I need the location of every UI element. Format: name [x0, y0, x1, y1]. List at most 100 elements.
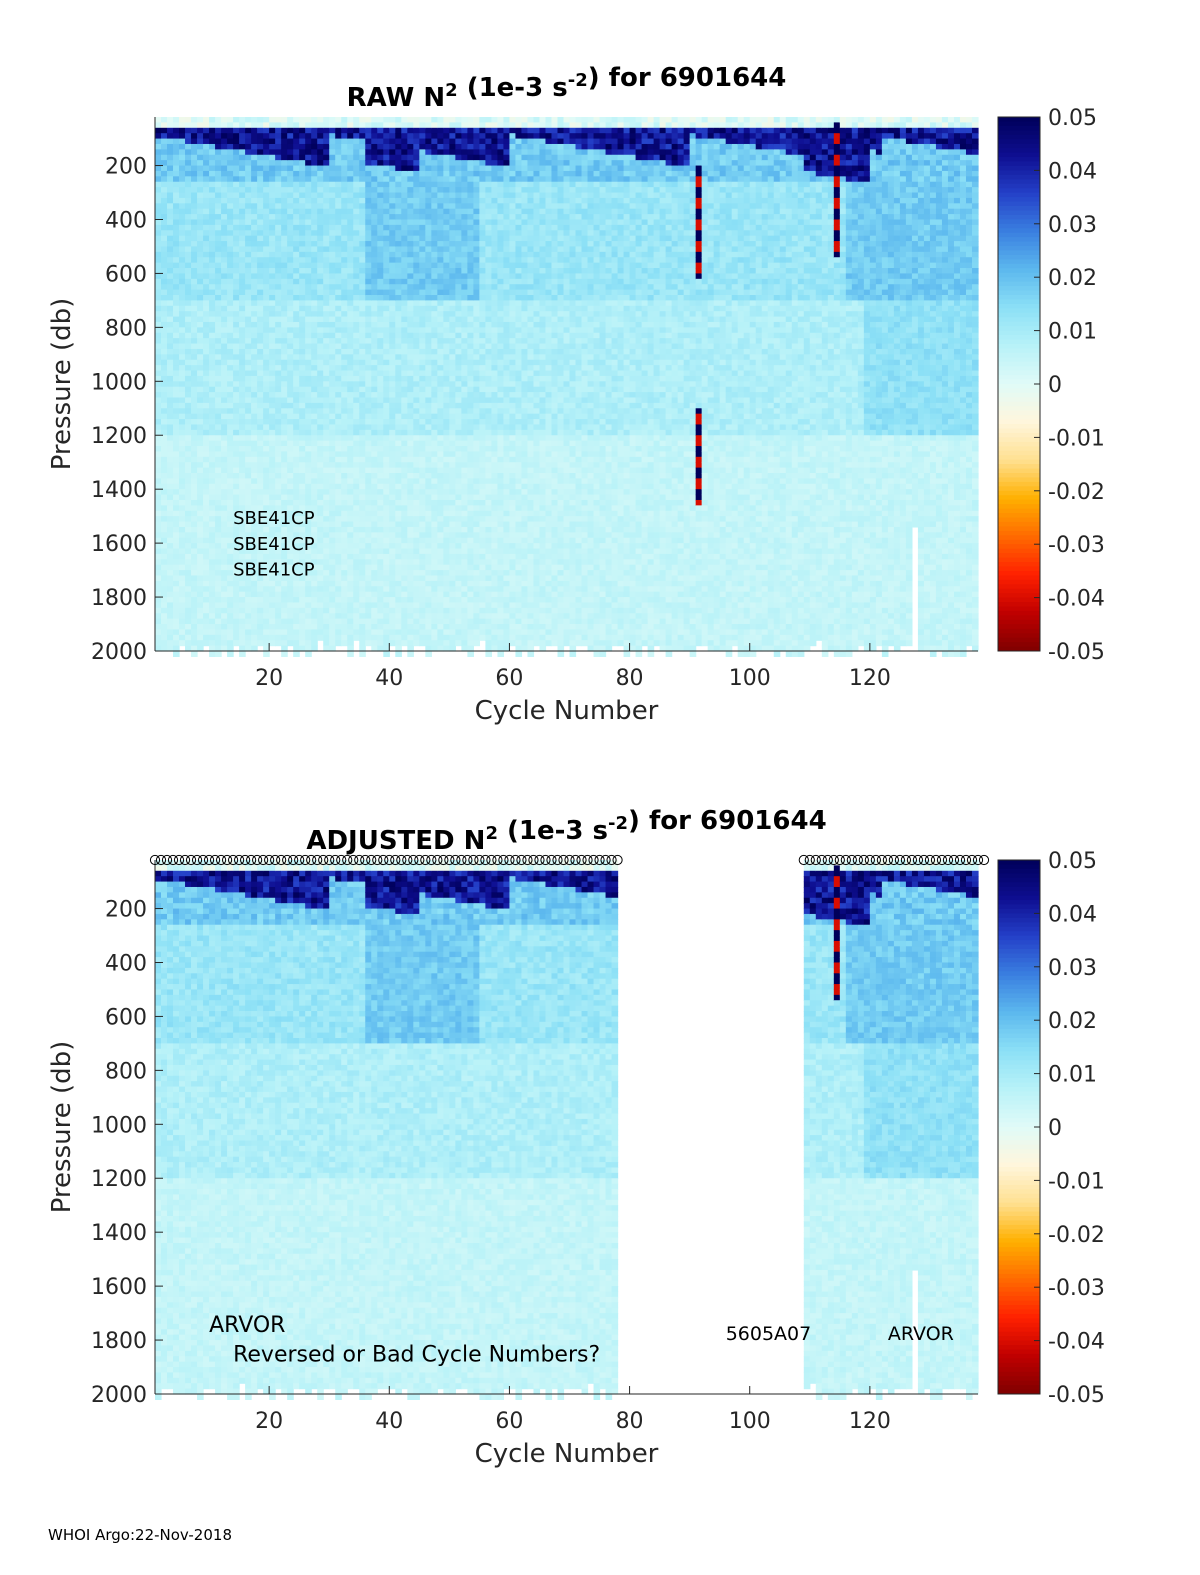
heatmap-cell	[389, 446, 396, 452]
heatmap-cell	[443, 392, 450, 398]
heatmap-cell	[257, 317, 264, 323]
heatmap-cell	[335, 597, 342, 603]
heatmap-cell	[161, 155, 168, 161]
heatmap-cell	[191, 338, 198, 344]
heatmap-cell	[155, 635, 162, 641]
heatmap-cell	[425, 149, 432, 155]
heatmap-cell	[323, 371, 330, 377]
heatmap-cell	[329, 354, 336, 360]
heatmap-cell	[257, 279, 264, 285]
heatmap-cell	[251, 376, 258, 382]
heatmap-cell	[335, 511, 342, 517]
heatmap-cell	[215, 619, 222, 625]
heatmap-cell	[335, 284, 342, 290]
heatmap-cell	[359, 214, 366, 220]
heatmap-cell	[335, 489, 342, 495]
heatmap-cell	[323, 468, 330, 474]
heatmap-cell	[389, 500, 396, 506]
heatmap-cell	[221, 139, 228, 145]
heatmap-cell	[413, 457, 420, 463]
heatmap-cell	[167, 149, 174, 155]
heatmap-cell	[365, 608, 372, 614]
heatmap-cell	[233, 182, 240, 188]
heatmap-cell	[425, 381, 432, 387]
heatmap-cell	[311, 462, 318, 468]
heatmap-cell	[167, 257, 174, 263]
heatmap-cell	[179, 516, 186, 522]
heatmap-cell	[317, 435, 324, 441]
heatmap-cell	[407, 371, 414, 377]
heatmap-cell	[173, 149, 180, 155]
heatmap-cell	[317, 144, 324, 150]
heatmap-cell	[311, 214, 318, 220]
heatmap-cell	[293, 500, 300, 506]
heatmap-cell	[227, 230, 234, 236]
heatmap-cell	[161, 619, 168, 625]
heatmap-cell	[335, 468, 342, 474]
heatmap-cell	[359, 376, 366, 382]
heatmap-cell	[365, 435, 372, 441]
heatmap-cell	[335, 408, 342, 414]
heatmap-cell	[155, 473, 162, 479]
heatmap-cell	[257, 300, 264, 306]
heatmap-cell	[269, 387, 276, 393]
heatmap-cell	[191, 435, 198, 441]
heatmap-cell	[209, 608, 216, 614]
heatmap-cell	[377, 435, 384, 441]
heatmap-cell	[389, 581, 396, 587]
heatmap-cell	[257, 446, 264, 452]
heatmap-cell	[401, 441, 408, 447]
heatmap-cell	[269, 117, 276, 123]
heatmap-cell	[395, 527, 402, 533]
heatmap-cell	[251, 592, 258, 598]
heatmap-cell	[191, 457, 198, 463]
heatmap-cell	[239, 193, 246, 199]
heatmap-cell	[431, 543, 438, 549]
heatmap-cell	[257, 387, 264, 393]
heatmap-cell	[335, 225, 342, 231]
heatmap-cell	[179, 586, 186, 592]
heatmap-cell	[233, 430, 240, 436]
heatmap-cell	[377, 613, 384, 619]
heatmap-cell	[161, 317, 168, 323]
heatmap-cell	[353, 403, 360, 409]
heatmap-cell	[323, 290, 330, 296]
heatmap-cell	[299, 230, 306, 236]
heatmap-cell	[173, 349, 180, 355]
heatmap-cell	[317, 613, 324, 619]
heatmap-cell	[245, 236, 252, 242]
heatmap-cell	[317, 182, 324, 188]
heatmap-cell	[431, 176, 438, 182]
heatmap-cell	[161, 414, 168, 420]
heatmap-cell	[173, 397, 180, 403]
heatmap-cell	[365, 489, 372, 495]
heatmap-cell	[455, 187, 462, 193]
heatmap-cell	[311, 333, 318, 339]
heatmap-cell	[437, 586, 444, 592]
heatmap-cell	[443, 549, 450, 555]
heatmap-cell	[191, 570, 198, 576]
heatmap-cell	[365, 176, 372, 182]
heatmap-cell	[263, 290, 270, 296]
heatmap-cell	[167, 414, 174, 420]
heatmap-cell	[419, 430, 426, 436]
heatmap-cell	[257, 295, 264, 301]
heatmap-cell	[155, 187, 162, 193]
heatmap-cell	[287, 424, 294, 430]
heatmap-cell	[191, 651, 198, 657]
heatmap-cell	[263, 144, 270, 150]
heatmap-cell	[173, 500, 180, 506]
heatmap-cell	[299, 349, 306, 355]
heatmap-cell	[263, 193, 270, 199]
heatmap-cell	[323, 246, 330, 252]
heatmap-cell	[347, 209, 354, 215]
heatmap-cell	[341, 284, 348, 290]
heatmap-cell	[167, 495, 174, 501]
heatmap-cell	[443, 505, 450, 511]
heatmap-cell	[443, 619, 450, 625]
heatmap-cell	[293, 581, 300, 587]
heatmap-cell	[359, 613, 366, 619]
heatmap-cell	[251, 457, 258, 463]
heatmap-cell	[443, 133, 450, 139]
heatmap-cell	[281, 457, 288, 463]
